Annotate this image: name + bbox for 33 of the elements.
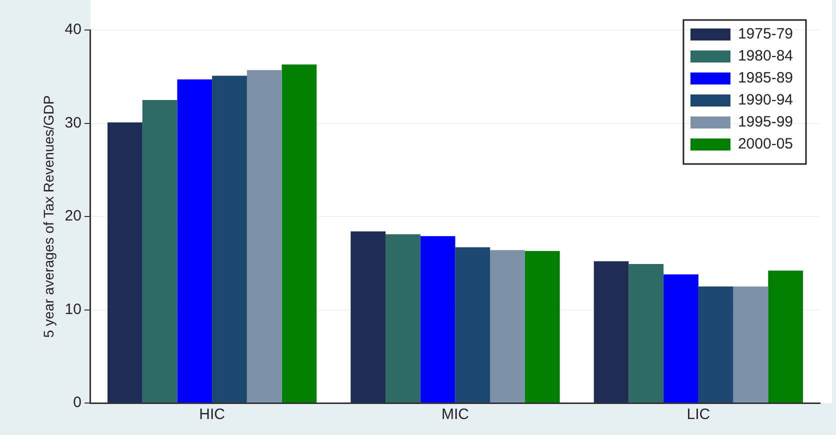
- bar: [177, 79, 212, 402]
- legend-label: 1995-99: [738, 114, 794, 131]
- x-tick-label: MIC: [441, 406, 470, 424]
- y-tick-label: 40: [64, 21, 82, 38]
- bar: [246, 70, 282, 402]
- legend-label: 2000-05: [738, 136, 794, 153]
- legend-label: 1985-89: [738, 70, 794, 87]
- x-tick-label: HIC: [199, 406, 226, 424]
- legend-label: 1990-94: [738, 92, 794, 109]
- bar: [455, 247, 490, 402]
- bar: [524, 251, 560, 402]
- bar: [420, 236, 456, 402]
- y-axis-title: 5 year averages of Tax Revenues/GDP: [40, 95, 56, 338]
- bar: [733, 286, 768, 402]
- y-tick-label: 30: [64, 114, 82, 132]
- legend-label: 1980-84: [738, 48, 794, 65]
- bar: [768, 270, 803, 402]
- bar: [142, 100, 178, 402]
- y-tick-label: 0: [73, 394, 82, 412]
- bar: [664, 274, 698, 402]
- bar: [108, 122, 142, 402]
- y-tick-label: 20: [64, 208, 82, 225]
- y-tick-label: 10: [64, 300, 82, 318]
- bar: [628, 264, 664, 402]
- bar: [698, 286, 734, 402]
- x-tick-label: LIC: [686, 406, 710, 424]
- bar: [490, 250, 525, 402]
- bar: [282, 64, 317, 402]
- legend-label: 1975-79: [738, 26, 794, 43]
- bar: [350, 231, 386, 402]
- bar: [212, 76, 247, 402]
- bar: [594, 261, 629, 402]
- bar: [386, 234, 420, 402]
